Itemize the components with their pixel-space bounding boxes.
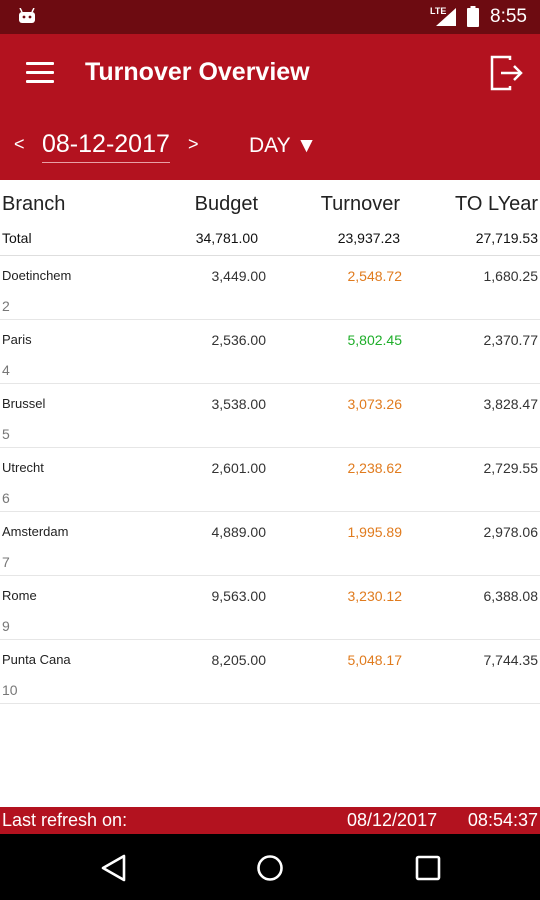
branch-to-lyear: 7,744.35 <box>483 652 539 668</box>
branch-to-lyear: 1,680.25 <box>483 268 539 284</box>
branch-number: 4 <box>2 362 10 378</box>
previous-date-button[interactable]: < <box>14 134 25 154</box>
back-icon[interactable] <box>98 852 130 884</box>
navigation-bar <box>0 834 540 900</box>
branch-budget: 8,205.00 <box>211 652 267 668</box>
branch-budget: 4,889.00 <box>211 524 267 540</box>
home-icon[interactable] <box>254 852 286 884</box>
page-title: Turnover Overview <box>85 58 310 86</box>
table-row[interactable]: Doetinchem 2 3,449.00 2,548.72 1,680.25 <box>0 256 540 320</box>
recent-apps-icon[interactable] <box>412 852 444 884</box>
next-date-button[interactable]: > <box>188 134 199 154</box>
last-refresh-date: 08/12/2017 <box>347 810 438 830</box>
date-field[interactable]: 08-12-2017 <box>42 130 170 163</box>
total-turnover: 23,937.23 <box>337 230 400 246</box>
branch-name: Doetinchem <box>2 268 72 283</box>
branch-name: Amsterdam <box>2 524 69 539</box>
branch-name: Utrecht <box>2 460 44 475</box>
signal-icon <box>436 8 456 26</box>
branch-turnover: 5,048.17 <box>347 652 403 668</box>
total-label: Total <box>2 230 32 246</box>
branch-turnover: 3,230.12 <box>347 588 403 604</box>
branch-number: 6 <box>2 490 10 506</box>
branch-turnover: 2,548.72 <box>347 268 403 284</box>
branch-turnover: 2,238.62 <box>347 460 403 476</box>
status-clock: 8:55 <box>490 6 527 27</box>
branch-budget: 3,538.00 <box>211 396 267 412</box>
branch-name: Paris <box>2 332 32 347</box>
period-dropdown[interactable]: DAY ▼ <box>249 134 317 157</box>
branch-number: 5 <box>2 426 10 442</box>
branch-to-lyear: 2,978.06 <box>483 524 539 540</box>
last-refresh-time: 08:54:37 <box>467 810 538 830</box>
status-bar: LTE 8:55 <box>0 0 540 34</box>
table-row[interactable]: Utrecht 6 2,601.00 2,238.62 2,729.55 <box>0 448 540 512</box>
total-to-lyear: 27,719.53 <box>475 230 538 246</box>
branch-name: Punta Cana <box>2 652 71 667</box>
branch-to-lyear: 3,828.47 <box>483 396 539 412</box>
column-header-budget[interactable]: Budget <box>194 193 258 215</box>
branch-to-lyear: 2,729.55 <box>483 460 539 476</box>
table-row[interactable]: Punta Cana 10 8,205.00 5,048.17 7,744.35 <box>0 640 540 704</box>
column-header-to-lyear[interactable]: TO LYear <box>454 193 538 215</box>
table-row[interactable]: Brussel 5 3,538.00 3,073.26 3,828.47 <box>0 384 540 448</box>
menu-icon[interactable] <box>26 62 54 86</box>
branch-list: Doetinchem 2 3,449.00 2,548.72 1,680.25 … <box>0 256 540 704</box>
table-header: Branch Budget Turnover TO LYear Total 34… <box>0 180 540 256</box>
battery-icon <box>467 6 479 27</box>
branch-name: Brussel <box>2 396 46 411</box>
branch-to-lyear: 2,370.77 <box>483 332 539 348</box>
branch-number: 7 <box>2 554 10 570</box>
total-budget: 34,781.00 <box>195 230 258 246</box>
branch-turnover: 5,802.45 <box>347 332 403 348</box>
table-row[interactable]: Amsterdam 7 4,889.00 1,995.89 2,978.06 <box>0 512 540 576</box>
network-type-label: LTE <box>430 6 447 16</box>
column-header-branch[interactable]: Branch <box>2 193 66 215</box>
branch-number: 9 <box>2 618 10 634</box>
table-row[interactable]: Paris 4 2,536.00 5,802.45 2,370.77 <box>0 320 540 384</box>
android-icon <box>19 8 35 23</box>
branch-number: 10 <box>2 682 18 698</box>
branch-number: 2 <box>2 298 10 314</box>
branch-budget: 2,601.00 <box>211 460 267 476</box>
app-bar: Turnover Overview < 08-12-2017 > DAY ▼ <box>0 34 540 180</box>
branch-budget: 3,449.00 <box>211 268 267 284</box>
last-refresh-label: Last refresh on: <box>2 810 128 830</box>
branch-to-lyear: 6,388.08 <box>483 588 539 604</box>
branch-name: Rome <box>2 588 37 603</box>
refresh-footer: Last refresh on: 08/12/2017 08:54:37 <box>0 807 540 834</box>
table-row[interactable]: Rome 9 9,563.00 3,230.12 6,388.08 <box>0 576 540 640</box>
branch-turnover: 1,995.89 <box>347 524 403 540</box>
column-header-turnover[interactable]: Turnover <box>320 193 400 215</box>
logout-icon[interactable] <box>488 54 524 92</box>
branch-budget: 9,563.00 <box>211 588 267 604</box>
branch-turnover: 3,073.26 <box>347 396 403 412</box>
branch-budget: 2,536.00 <box>211 332 267 348</box>
